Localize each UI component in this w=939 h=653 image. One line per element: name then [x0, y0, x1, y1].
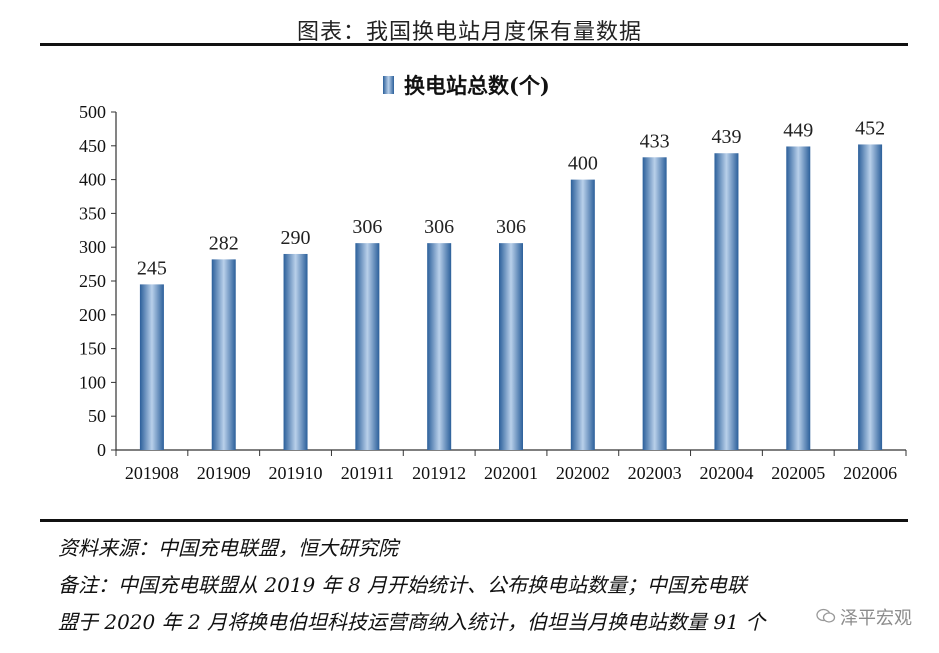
bar	[714, 153, 739, 450]
data-label: 433	[640, 130, 670, 152]
x-tick-label: 201911	[341, 463, 394, 483]
y-tick-label: 400	[79, 170, 106, 190]
bar	[786, 146, 811, 450]
x-tick-label: 202005	[771, 463, 825, 483]
data-label: 245	[137, 257, 167, 279]
bar	[570, 179, 595, 450]
remark-line-2: 盟于 2020 年 2 月将换电伯坦科技运营商纳入统计，伯坦当月换电站数量 91…	[58, 610, 766, 634]
y-tick-label: 200	[79, 305, 106, 325]
bar	[355, 243, 380, 450]
watermark-text: 泽平宏观	[840, 608, 912, 629]
x-tick-label: 201909	[197, 463, 251, 483]
y-tick-label: 250	[79, 271, 106, 291]
y-tick-label: 50	[88, 406, 106, 426]
bar	[499, 243, 523, 450]
data-label: 306	[424, 216, 454, 238]
data-label: 290	[281, 227, 311, 249]
y-tick-label: 350	[79, 203, 106, 223]
bar	[283, 253, 308, 450]
bar	[427, 243, 452, 450]
chart-axes: 0 50 100 150 200 250 300 350 400 450 500 201908 2019…	[79, 102, 907, 483]
bar-chart: 换电站总数(个) 0 50 100 150 200 250 300 350 400 450 500 2…	[79, 73, 907, 483]
legend-label: 换电站总数(个)	[404, 73, 550, 98]
wechat-icon	[816, 608, 836, 629]
data-label: 439	[711, 126, 741, 148]
data-label: 452	[855, 117, 885, 139]
chart-bars	[139, 144, 883, 450]
data-label: 400	[568, 153, 598, 175]
bar	[139, 284, 164, 450]
y-tick-label: 100	[79, 372, 106, 392]
x-tick-label: 202006	[843, 463, 897, 483]
x-tick-label: 202001	[484, 463, 538, 483]
figure-title: 图表：我国换电站月度保有量数据	[296, 20, 642, 45]
x-tick-label: 202002	[556, 463, 610, 483]
data-label: 306	[496, 216, 526, 238]
bottom-rule	[40, 519, 908, 522]
y-tick-label: 300	[79, 237, 106, 257]
x-tick-label: 202004	[699, 463, 753, 483]
x-tick-label: 201908	[125, 463, 179, 483]
bar	[642, 157, 667, 450]
y-tick-label: 150	[79, 339, 106, 359]
chart-legend: 换电站总数(个)	[383, 73, 550, 98]
data-label: 306	[352, 216, 382, 238]
chart-data-labels: 245 282 290 306 306 306 400 433 439 449 452	[137, 117, 885, 279]
bar	[858, 144, 883, 450]
legend-swatch	[383, 76, 394, 94]
x-tick-label: 201912	[412, 463, 466, 483]
y-tick-label: 0	[97, 440, 106, 460]
x-tick-label: 201910	[269, 463, 323, 483]
source-note: 资料来源：中国充电联盟，恒大研究院	[58, 536, 398, 560]
y-tick-label: 500	[79, 102, 106, 122]
bar	[211, 259, 236, 450]
y-tick-label: 450	[79, 136, 106, 156]
data-label: 282	[209, 232, 239, 254]
data-label: 449	[783, 119, 813, 141]
watermark: 泽平宏观	[816, 604, 912, 630]
remark-line-1: 备注：中国充电联盟从 2019 年 8 月开始统计、公布换电站数量；中国充电联	[58, 573, 748, 597]
top-rule	[40, 43, 908, 46]
x-tick-label: 202003	[628, 463, 682, 483]
